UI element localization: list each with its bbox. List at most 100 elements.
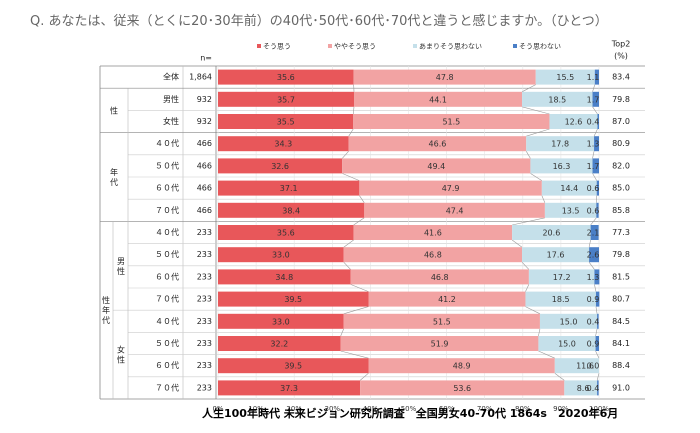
bar-data-label: 46.8 bbox=[424, 251, 442, 260]
bar-segment bbox=[592, 158, 599, 174]
row-n: 233 bbox=[197, 383, 212, 392]
bar-segment bbox=[350, 269, 529, 285]
bar-data-label: 11.6 bbox=[576, 362, 594, 371]
row-top2: 84.1 bbox=[612, 339, 630, 348]
series-connector bbox=[348, 128, 354, 137]
row-top2: 85.8 bbox=[612, 206, 630, 215]
series-connector bbox=[594, 284, 597, 292]
series-connector bbox=[350, 284, 369, 292]
row-label: ７０代 bbox=[155, 205, 179, 215]
bar-data-label: 1.1 bbox=[587, 73, 600, 82]
row-n: 466 bbox=[197, 161, 212, 170]
series-connector bbox=[592, 84, 596, 92]
bar-segment bbox=[218, 380, 361, 396]
bar-segment bbox=[348, 136, 527, 152]
bar-data-label: 1.7 bbox=[587, 95, 600, 104]
connector-lines bbox=[340, 84, 600, 381]
legend-label: そう思わない bbox=[519, 43, 561, 51]
bar-segment bbox=[595, 291, 600, 307]
bar-data-label: 2.6 bbox=[587, 251, 600, 260]
series-connector bbox=[521, 261, 530, 270]
x-tick-label: 30% bbox=[325, 405, 341, 413]
bar-data-label: 41.2 bbox=[438, 295, 456, 304]
bars: 35.6 47.8 15.5 1.1 全体 1,864 83.4 35.7 44.1 18.5 1.… bbox=[155, 69, 630, 396]
row-n: 233 bbox=[197, 272, 212, 281]
survey-source-footer: 人生100年時代 未来ビジョン研究所調査 全国男女40-70代 1864s 20… bbox=[202, 407, 619, 420]
bar-segment bbox=[343, 247, 523, 263]
legend-label: ややそう思う bbox=[334, 43, 376, 51]
bar-segment bbox=[359, 180, 542, 196]
bar-segment bbox=[525, 291, 596, 307]
bar-data-label: 1.3 bbox=[587, 273, 600, 282]
bar-segment bbox=[528, 269, 595, 285]
bar-data-label: 51.5 bbox=[442, 118, 460, 127]
bar-segment bbox=[218, 69, 354, 85]
bar-segment bbox=[594, 69, 599, 85]
row-label: 女性 bbox=[163, 116, 179, 126]
bar-data-label: 46.8 bbox=[431, 273, 449, 282]
bar-data-label: 12.6 bbox=[565, 118, 583, 127]
series-connector bbox=[541, 195, 546, 203]
legend-swatch bbox=[513, 44, 517, 48]
group-label: 女性 bbox=[117, 345, 125, 365]
series-connector bbox=[343, 306, 369, 315]
bar-data-label: 20.6 bbox=[542, 229, 560, 238]
series-connector bbox=[525, 306, 541, 315]
bar-segment bbox=[594, 136, 599, 152]
bar-segment bbox=[538, 336, 596, 351]
bar-data-label: 33.0 bbox=[272, 317, 290, 326]
bar-segment bbox=[522, 247, 590, 263]
series-connector bbox=[521, 84, 536, 93]
series-connector bbox=[525, 284, 530, 292]
bar-row: 32.6 49.4 16.3 1.7 ５０代 466 82.0 bbox=[155, 158, 630, 174]
bar-data-label: 39.5 bbox=[284, 362, 302, 371]
bar-data-label: 18.5 bbox=[548, 95, 566, 104]
bar-segment bbox=[340, 336, 539, 351]
bar-data-label: 53.6 bbox=[453, 384, 471, 393]
bar-segment bbox=[343, 313, 540, 329]
series-connector bbox=[554, 372, 565, 381]
bar-segment bbox=[589, 247, 599, 263]
x-tick-label: 100% bbox=[589, 405, 609, 413]
row-n: 233 bbox=[197, 295, 212, 304]
bar-segment bbox=[530, 158, 593, 174]
x-tick-label: 10% bbox=[248, 405, 264, 413]
bar-data-label: 8.6 bbox=[577, 384, 590, 393]
bar-segment bbox=[596, 180, 599, 196]
group-label: 性年代 bbox=[102, 295, 110, 325]
row-label: 全体 bbox=[163, 72, 179, 82]
bar-segment bbox=[594, 269, 600, 285]
bar-row: 37.1 47.9 14.4 0.6 ６０代 466 85.0 bbox=[155, 180, 630, 196]
row-n: 932 bbox=[197, 117, 212, 126]
row-label: ６０代 bbox=[155, 360, 179, 370]
series-connector bbox=[592, 106, 598, 115]
bar-segment bbox=[218, 158, 343, 174]
bar-segment bbox=[218, 291, 369, 307]
bar-data-label: 48.9 bbox=[453, 362, 471, 371]
bar-data-label: 0.4 bbox=[587, 384, 600, 393]
bar-segment bbox=[364, 202, 545, 218]
bar-segment bbox=[218, 313, 344, 329]
row-top2: 85.0 bbox=[612, 184, 630, 193]
row-n: 932 bbox=[197, 95, 212, 104]
x-tick-label: 50% bbox=[401, 405, 417, 413]
series-connector bbox=[511, 239, 523, 248]
bar-segment bbox=[597, 114, 599, 129]
bar-data-label: 35.7 bbox=[277, 95, 295, 104]
series-connector bbox=[592, 151, 595, 159]
row-top2: 84.5 bbox=[612, 317, 630, 326]
bar-data-label: 0.9 bbox=[587, 340, 600, 349]
bar-row: 34.8 46.8 17.2 1.3 ６０代 233 81.5 bbox=[155, 269, 630, 285]
bar-data-label: 0.9 bbox=[587, 295, 600, 304]
bar-segment bbox=[539, 313, 598, 329]
row-label: ５０代 bbox=[155, 338, 179, 348]
series-connector bbox=[595, 350, 600, 359]
bar-segment bbox=[218, 336, 341, 351]
bar-data-label: 18.5 bbox=[552, 295, 570, 304]
bar-row: 33.0 51.5 15.0 0.4 ４０代 233 84.5 bbox=[155, 313, 630, 329]
bar-segment bbox=[368, 291, 526, 307]
bar-data-label: 51.5 bbox=[433, 317, 451, 326]
bar-row: 37.3 53.6 8.60.4 ７０代 233 91.0 bbox=[155, 380, 630, 396]
